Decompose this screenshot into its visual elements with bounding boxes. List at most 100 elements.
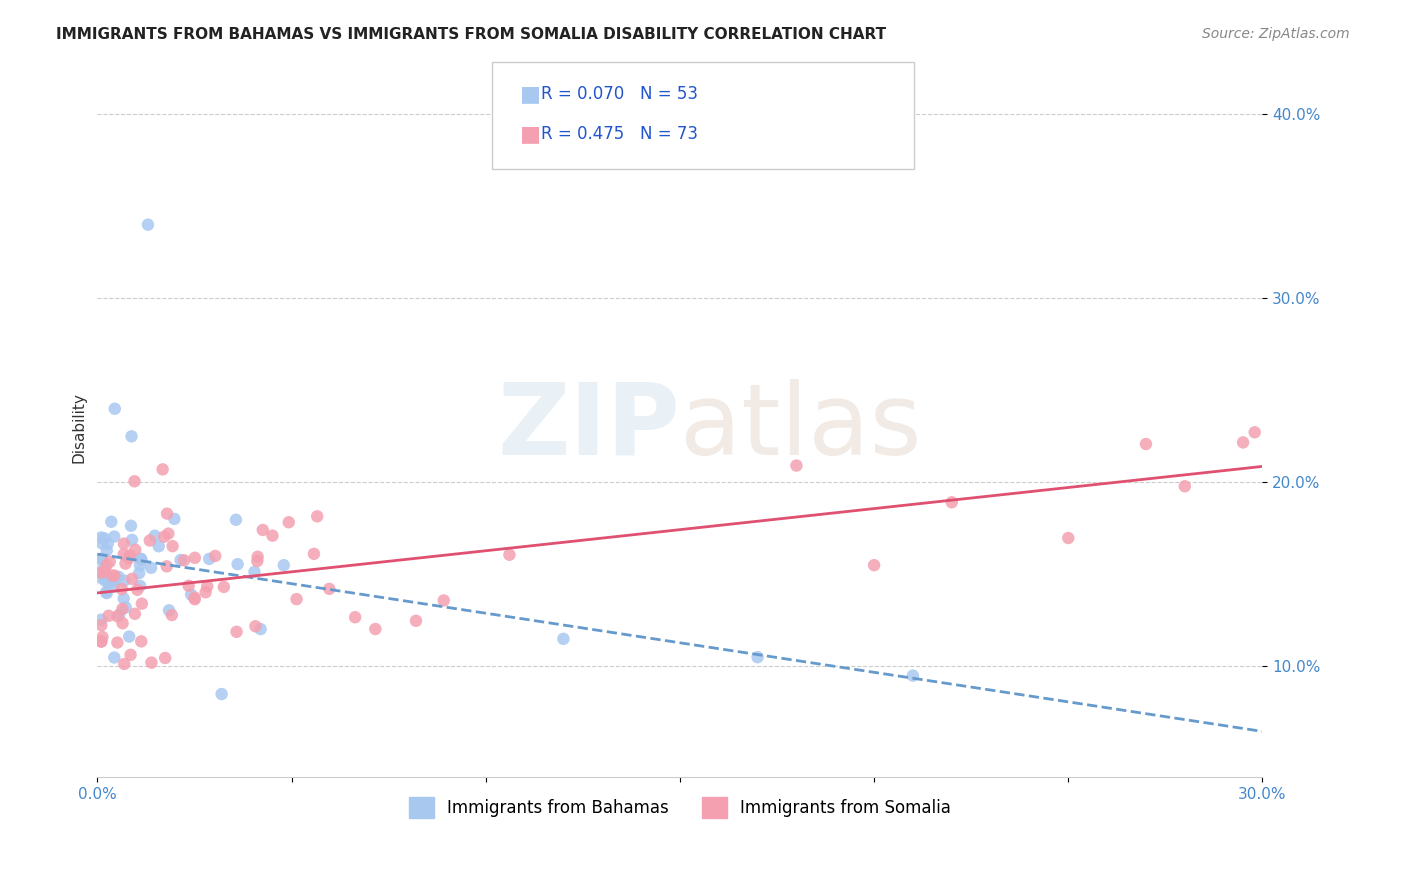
Point bbox=[120, 648, 142, 662]
Point bbox=[863, 558, 886, 573]
Point bbox=[121, 572, 143, 586]
Point bbox=[90, 618, 112, 632]
Point bbox=[198, 552, 221, 566]
Point bbox=[941, 495, 963, 509]
Point bbox=[344, 610, 367, 624]
Point bbox=[302, 547, 325, 561]
Point bbox=[93, 532, 115, 546]
Point bbox=[785, 458, 807, 473]
Point bbox=[131, 597, 153, 611]
Point bbox=[90, 613, 112, 627]
Point bbox=[93, 560, 115, 574]
Text: Source: ZipAtlas.com: Source: ZipAtlas.com bbox=[1202, 27, 1350, 41]
Point bbox=[103, 650, 125, 665]
Point bbox=[121, 429, 143, 443]
Point bbox=[262, 528, 284, 542]
Point bbox=[246, 549, 269, 564]
Point bbox=[118, 549, 141, 563]
Point bbox=[157, 526, 180, 541]
Point bbox=[156, 507, 179, 521]
Point bbox=[1174, 479, 1197, 493]
Point bbox=[273, 558, 295, 573]
Point bbox=[553, 632, 575, 646]
Point bbox=[120, 518, 142, 533]
Point bbox=[225, 624, 247, 639]
Legend: Immigrants from Bahamas, Immigrants from Somalia: Immigrants from Bahamas, Immigrants from… bbox=[402, 791, 957, 824]
Point bbox=[112, 547, 135, 561]
Point bbox=[100, 515, 122, 529]
Point bbox=[131, 553, 153, 567]
Point bbox=[103, 530, 125, 544]
Point bbox=[747, 650, 769, 665]
Point bbox=[127, 582, 149, 597]
Point bbox=[212, 580, 235, 594]
Point bbox=[136, 218, 159, 232]
Text: ■: ■ bbox=[520, 84, 541, 103]
Point bbox=[101, 568, 124, 582]
Point bbox=[124, 607, 146, 621]
Point bbox=[104, 401, 127, 416]
Point bbox=[405, 614, 427, 628]
Point bbox=[114, 557, 136, 571]
Point bbox=[243, 565, 266, 579]
Text: atlas: atlas bbox=[681, 378, 921, 475]
Point bbox=[141, 656, 163, 670]
Point bbox=[139, 533, 162, 548]
Point bbox=[96, 558, 118, 573]
Point bbox=[90, 571, 112, 585]
Point bbox=[277, 515, 299, 529]
Point bbox=[121, 533, 143, 547]
Point bbox=[96, 543, 118, 558]
Point bbox=[107, 570, 129, 584]
Point bbox=[152, 462, 174, 476]
Point bbox=[90, 531, 112, 545]
Point bbox=[118, 551, 141, 566]
Point bbox=[1057, 531, 1080, 545]
Text: R = 0.070   N = 53: R = 0.070 N = 53 bbox=[541, 85, 699, 103]
Point bbox=[94, 565, 117, 579]
Point bbox=[225, 513, 247, 527]
Point bbox=[226, 558, 249, 572]
Point bbox=[90, 634, 112, 648]
Point bbox=[285, 592, 308, 607]
Point bbox=[129, 551, 152, 566]
Point bbox=[108, 607, 131, 622]
Text: ZIP: ZIP bbox=[498, 378, 681, 475]
Point bbox=[1135, 437, 1157, 451]
Point bbox=[128, 566, 150, 580]
Point bbox=[153, 651, 176, 665]
Point bbox=[143, 529, 166, 543]
Point bbox=[112, 574, 135, 588]
Point bbox=[97, 537, 120, 551]
Point bbox=[91, 630, 114, 644]
Point bbox=[204, 549, 226, 563]
Point bbox=[112, 591, 135, 606]
Point bbox=[246, 554, 269, 568]
Point bbox=[1243, 425, 1265, 440]
Point bbox=[112, 536, 135, 550]
Point bbox=[1232, 435, 1254, 450]
Point bbox=[148, 539, 170, 553]
Point bbox=[118, 630, 141, 644]
Point bbox=[103, 574, 125, 588]
Point bbox=[97, 608, 120, 623]
Point bbox=[901, 668, 924, 682]
Point bbox=[91, 536, 114, 550]
Point bbox=[90, 634, 112, 648]
Point bbox=[98, 555, 121, 569]
Point bbox=[94, 567, 117, 582]
Point bbox=[90, 551, 112, 566]
Point bbox=[173, 553, 195, 567]
Point bbox=[129, 558, 152, 572]
Point bbox=[157, 603, 180, 617]
Point bbox=[124, 542, 146, 557]
Point bbox=[103, 568, 125, 582]
Point bbox=[94, 585, 117, 599]
Point bbox=[94, 574, 117, 588]
Point bbox=[163, 512, 186, 526]
Point bbox=[252, 523, 274, 537]
Text: R = 0.475   N = 73: R = 0.475 N = 73 bbox=[541, 125, 699, 143]
Point bbox=[160, 608, 183, 623]
Point bbox=[162, 539, 184, 553]
Y-axis label: Disability: Disability bbox=[72, 392, 86, 463]
